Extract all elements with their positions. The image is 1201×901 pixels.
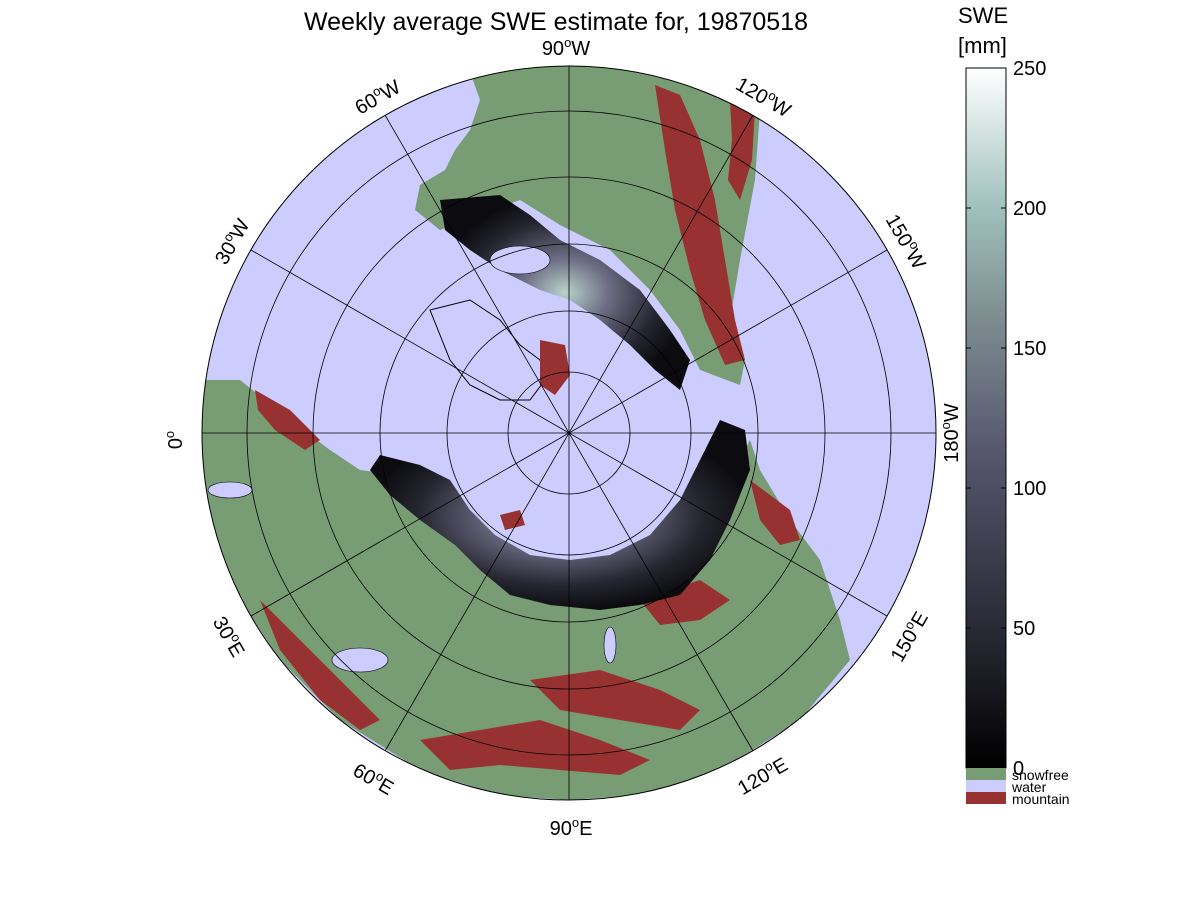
colorbar-label-unit: [mm] — [958, 33, 1007, 58]
colorbar-tick-label: 0 — [1013, 758, 1024, 780]
legend-label-snowfree: snowfree — [1012, 767, 1069, 783]
graticule — [202, 66, 936, 800]
lon-label-150e: 150oE — [884, 607, 933, 666]
lon-label-30e: 30oE — [208, 611, 251, 661]
colorbar-gradient — [965, 67, 1007, 769]
colorbar-tick-label: 150 — [1013, 338, 1046, 360]
colorbar-tick-label: 100 — [1013, 478, 1046, 500]
snow-cover — [370, 195, 750, 610]
colorbar-label-swe: SWE — [958, 3, 1008, 28]
legend-label-water: water — [1011, 779, 1047, 795]
lon-label-0: 0o — [162, 431, 187, 449]
colorbar-tick-label: 200 — [1013, 198, 1046, 220]
meridian-line — [250, 249, 888, 617]
colorbar: SWE [mm] 250 200 150 100 50 0 snowfreewatermo… — [958, 3, 1070, 807]
colorbar-tick-label: 250 — [1013, 58, 1046, 80]
map-title: Weekly average SWE estimate for, 1987051… — [304, 8, 808, 36]
legend-swatch-snowfree — [966, 768, 1006, 780]
lon-label-120e: 120oE — [733, 751, 792, 800]
legend-label-mountain: mountain — [1012, 791, 1070, 807]
land-greenland — [429, 299, 546, 401]
lon-label-60e: 60oE — [349, 757, 399, 800]
lon-label-90w: 90oW — [542, 35, 590, 60]
legend-swatch-water — [966, 780, 1006, 792]
legend-swatch-mountain — [966, 792, 1006, 804]
mountain-regions — [255, 85, 800, 775]
map-frame — [201, 65, 937, 801]
inland-water — [207, 245, 617, 673]
colorbar-ticks: 250 200 150 100 50 0 — [966, 58, 1046, 780]
polar-map — [201, 65, 937, 801]
colorbar-tick-label: 50 — [1013, 618, 1035, 640]
lon-label-90e: 90oE — [550, 815, 593, 840]
lon-label-180w: 180oW — [938, 403, 963, 463]
